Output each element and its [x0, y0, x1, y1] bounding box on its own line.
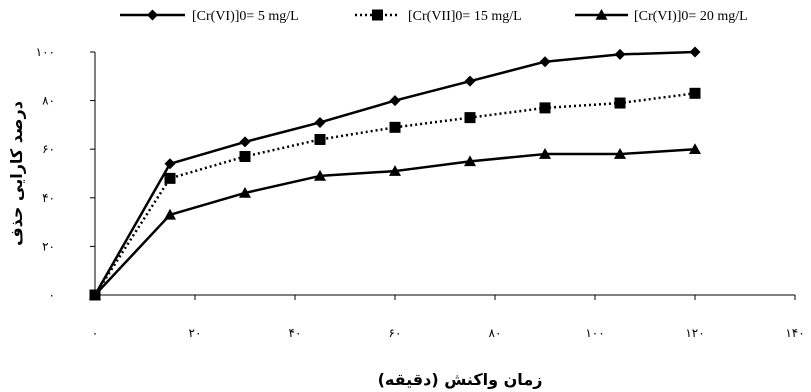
- data-point: [464, 75, 476, 87]
- data-point: [389, 121, 401, 133]
- legend: [Cr(VI)]0= 5 mg/L [Cr(VII]0= 15 mg/L [Cr(V…: [120, 9, 748, 24]
- legend-label: [Cr(VI)]0= 5 mg/L: [192, 9, 299, 24]
- data-point: [89, 289, 101, 300]
- data-point: [539, 148, 551, 159]
- x-tick-label: ۱۲۰: [685, 326, 704, 340]
- data-point: [164, 158, 176, 170]
- data-point: [539, 102, 551, 114]
- y-tick-label: ۲۰: [42, 239, 55, 253]
- legend-marker: [595, 9, 608, 20]
- data-point: [689, 87, 701, 99]
- data-point: [614, 48, 626, 60]
- x-tick-label: ۸۰: [489, 326, 502, 340]
- x-tick-label: ۱۴۰: [785, 326, 804, 340]
- data-point: [164, 172, 176, 184]
- data-point: [689, 143, 701, 154]
- legend-item: [Cr(VI)]0= 5 mg/L: [120, 9, 299, 24]
- plot-area: [89, 46, 701, 301]
- x-tick-label: ۴۰: [289, 326, 302, 340]
- x-axis-title: زمان واکنش (دقیقه): [378, 370, 543, 389]
- y-tick-label: ۴۰: [42, 191, 55, 205]
- legend-label: [Cr(VII]0= 15 mg/L: [408, 9, 522, 24]
- x-tick-label: ۶۰: [389, 326, 402, 340]
- data-point: [239, 150, 251, 162]
- legend-item: [Cr(VI)]0= 20 mg/L: [575, 9, 748, 24]
- y-tick-label: ۶۰: [42, 142, 55, 156]
- data-point: [164, 208, 176, 220]
- x-tick-label: ۱۰۰: [585, 326, 604, 340]
- series-2: [89, 87, 701, 301]
- data-point: [389, 165, 401, 176]
- x-tick-label: ۲۰: [189, 326, 202, 340]
- series-3: [89, 143, 701, 300]
- y-tick-label: ۸۰: [42, 94, 55, 108]
- data-point: [314, 133, 326, 145]
- data-point: [239, 136, 251, 148]
- x-tick-label: ۰: [92, 326, 98, 340]
- data-point: [614, 148, 626, 159]
- series-line: [93, 92, 696, 296]
- legend-marker: [372, 9, 383, 21]
- data-point: [314, 116, 326, 128]
- legend-item: [Cr(VII]0= 15 mg/L: [355, 9, 522, 24]
- data-point: [689, 46, 701, 58]
- data-point: [539, 56, 551, 68]
- y-tick-label: ۰: [49, 288, 55, 302]
- data-point: [389, 95, 401, 107]
- y-tick-label: ۱۰۰: [36, 45, 55, 59]
- axes: ۰ ۲۰ ۴۰ ۶۰ ۸۰ ۱۰۰ ۰ ۲۰ ۴۰ ۶۰ ۸۰ ۱۰۰ ۱۲۰ ۱۴۰: [36, 45, 805, 340]
- legend-marker: [147, 9, 158, 21]
- data-point: [614, 97, 626, 109]
- data-point: [464, 155, 476, 167]
- data-point: [239, 186, 251, 198]
- y-axis-title: درصد کارایی حذف: [7, 101, 26, 246]
- legend-label: [Cr(VI)]0= 20 mg/L: [634, 9, 748, 24]
- data-point: [314, 169, 326, 181]
- data-point: [464, 112, 476, 124]
- series-1: [89, 46, 701, 301]
